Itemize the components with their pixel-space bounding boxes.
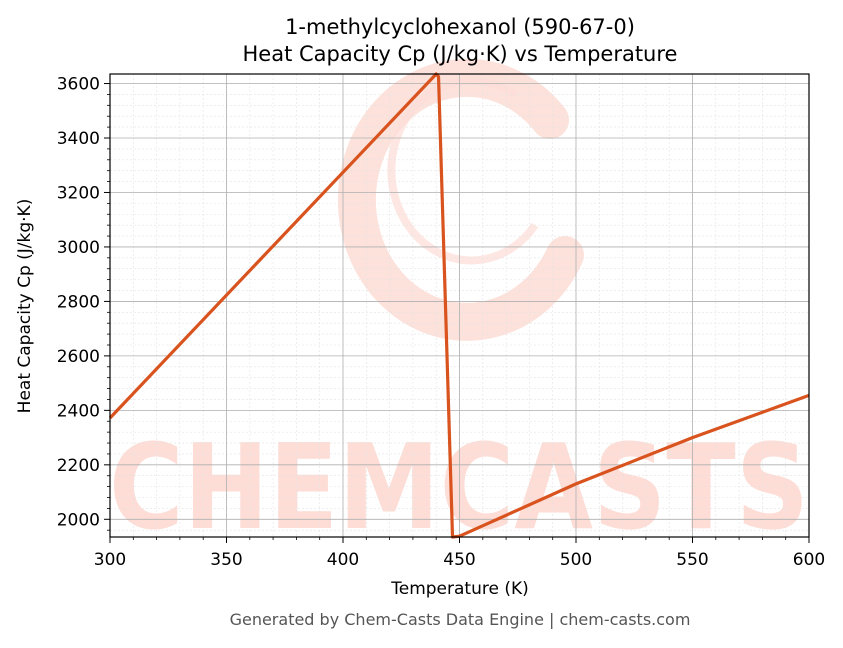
- y-tick-label: 2800: [57, 292, 100, 312]
- footer-text: Generated by Chem-Casts Data Engine | ch…: [230, 610, 691, 629]
- x-tick-label: 400: [327, 550, 359, 570]
- x-tick-label: 550: [676, 550, 708, 570]
- x-tick-label: 600: [793, 550, 825, 570]
- x-tick-label: 300: [94, 550, 126, 570]
- y-tick-label: 2000: [57, 510, 100, 530]
- x-tick-label: 450: [443, 550, 475, 570]
- grid-major: [109, 74, 810, 537]
- watermark-logo-ring: [337, 58, 584, 341]
- y-tick-label: 3600: [57, 75, 100, 95]
- x-axis-label: Temperature (K): [390, 579, 529, 599]
- chart-title-line1: 1-methylcyclohexanol (590-67-0): [285, 15, 635, 39]
- chart-title-line2: Heat Capacity Cp (J/kg·K) vs Temperature: [243, 42, 678, 66]
- y-tick-label: 3200: [57, 183, 100, 203]
- y-axis-label: Heat Capacity Cp (J/kg·K): [15, 199, 35, 414]
- y-tick-label: 3000: [57, 238, 100, 258]
- y-tick-label: 2600: [57, 347, 100, 367]
- axis-ticks: 300 350 400 450 500 550 600 2000 2200 2400 2600 280…: [57, 75, 825, 570]
- watermark: CHEMCASTS: [109, 58, 809, 556]
- y-tick-label: 2200: [57, 456, 100, 476]
- y-tick-label: 3400: [57, 129, 100, 149]
- watermark-logo-swirl: [387, 76, 539, 265]
- x-tick-label: 350: [210, 550, 242, 570]
- y-tick-label: 2400: [57, 401, 100, 421]
- x-tick-label: 500: [560, 550, 592, 570]
